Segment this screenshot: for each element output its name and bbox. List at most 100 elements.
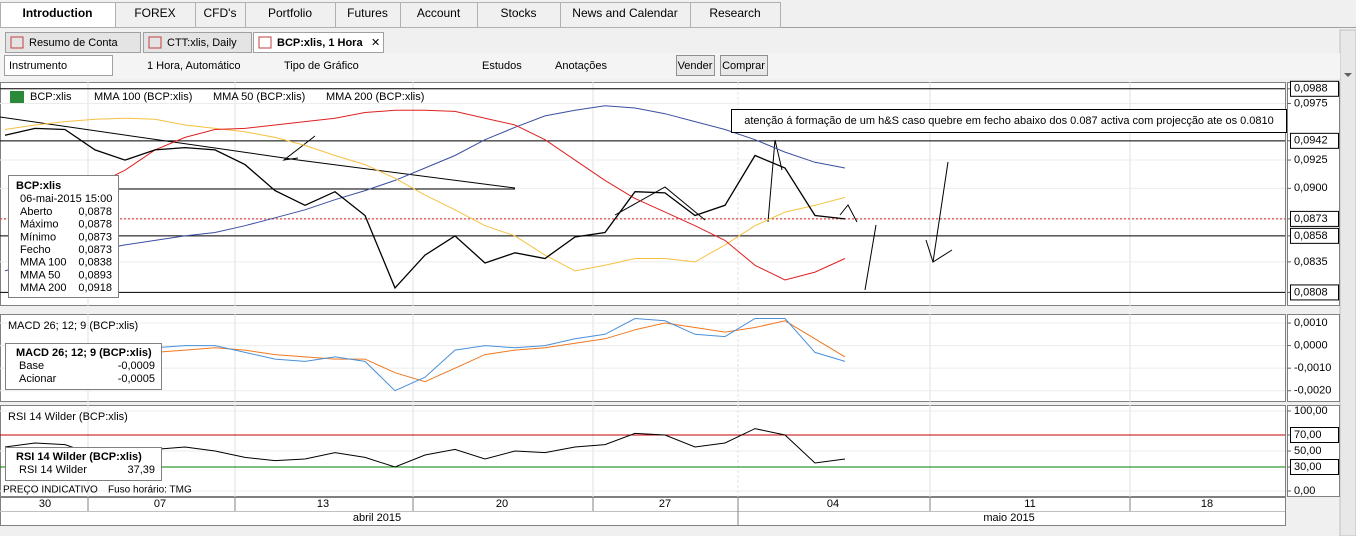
scrollbar[interactable]	[1339, 29, 1356, 536]
series-line	[4, 105, 846, 272]
tab[interactable]	[245, 2, 336, 28]
doc-tab-icon	[148, 36, 162, 49]
y-tick-label: 0,0808	[1294, 286, 1328, 298]
x-tick-label: 07	[154, 498, 166, 510]
y-tick-label: 70,00	[1294, 429, 1322, 441]
doc-tab-icon	[258, 36, 272, 49]
series-line	[4, 127, 846, 290]
tab-label[interactable]: News and Calendar	[572, 6, 677, 20]
annotation-text: atenção á formação de um h&S caso quebre…	[744, 115, 1274, 127]
instrument-input[interactable]	[4, 55, 113, 76]
legend-entry[interactable]: MMA 50 (BCP:xlis)	[213, 91, 305, 103]
tick-box	[1290, 132, 1339, 149]
annotation-box	[731, 109, 1287, 133]
trade-button-label[interactable]: Vender	[678, 60, 713, 72]
toolbar-button[interactable]: Tipo de Gráfico	[284, 60, 359, 72]
y-tick-label: 0,0900	[1294, 182, 1328, 194]
pattern-line	[614, 186, 706, 221]
series-line	[4, 117, 846, 272]
tab[interactable]	[115, 2, 196, 28]
info-box	[5, 343, 162, 390]
legend-entry[interactable]: MMA 100 (BCP:xlis)	[94, 91, 192, 103]
toolbar-button[interactable]: 1 Hora, Automático	[147, 60, 241, 72]
doc-tab[interactable]	[5, 32, 141, 53]
tab-label[interactable]: Futures	[347, 6, 388, 20]
arrow	[925, 239, 934, 263]
info-label: RSI 14 Wilder	[19, 464, 87, 476]
tab[interactable]	[400, 2, 478, 28]
tab[interactable]	[690, 2, 781, 28]
tick-box	[1290, 227, 1339, 244]
info-label: MMA 200	[20, 282, 66, 294]
month-label: maio 2015	[983, 512, 1034, 524]
legend-entry[interactable]: MMA 200 (BCP:xlis)	[326, 91, 424, 103]
trade-button[interactable]	[720, 55, 768, 76]
tab[interactable]	[335, 2, 401, 28]
tab-label[interactable]: Research	[709, 6, 760, 20]
tab-label[interactable]: Account	[417, 6, 461, 20]
panel-title[interactable]: MACD 26; 12; 9 (BCP:xlis)	[8, 320, 138, 332]
y-tick-label: 0,0975	[1294, 97, 1328, 109]
doc-tab-label[interactable]: CTT:xlis, Daily	[167, 37, 237, 49]
y-tick-label: 0,0858	[1294, 230, 1328, 242]
series-line	[94, 109, 846, 281]
trade-button[interactable]	[676, 55, 715, 76]
price-axis	[1287, 405, 1340, 497]
info-value: 0,0838	[78, 257, 112, 269]
y-tick-label: -0,0010	[1294, 362, 1331, 374]
tab[interactable]	[477, 2, 561, 28]
info-box	[5, 447, 162, 481]
x-tick-label: 18	[1201, 498, 1213, 510]
info-label: Base	[19, 360, 44, 372]
doc-tab-label[interactable]: BCP:xlis, 1 Hora	[277, 37, 363, 49]
doc-tab[interactable]	[143, 32, 252, 53]
trade-button-label[interactable]: Comprar	[722, 60, 765, 72]
pattern-line	[767, 139, 783, 223]
drawn-annotations	[0, 116, 953, 291]
y-tick-label: 0,0835	[1294, 256, 1328, 268]
tab-label[interactable]: Introduction	[23, 6, 93, 20]
doc-tab-label[interactable]: Resumo de Conta	[29, 37, 119, 49]
info-box	[8, 175, 119, 298]
y-tick-label: -0,0020	[1294, 385, 1331, 397]
tick-box	[1290, 459, 1339, 475]
scroll-arrow[interactable]	[1344, 73, 1352, 77]
info-value: 0,0873	[78, 231, 112, 243]
tab-label[interactable]: Stocks	[500, 6, 536, 20]
tab[interactable]	[560, 2, 691, 28]
y-tick-label: 0,0942	[1294, 135, 1328, 147]
tick-box	[1290, 80, 1339, 97]
close-tab[interactable]: ✕	[371, 37, 380, 49]
info-title: RSI 14 Wilder (BCP:xlis)	[16, 451, 142, 463]
timezone: Fuso horário: TMG	[108, 485, 192, 496]
toolbar	[0, 53, 1340, 79]
info-title: MACD 26; 12; 9 (BCP:xlis)	[16, 347, 152, 359]
toolbar-button[interactable]: Estudos	[482, 60, 522, 72]
tab-label[interactable]: FOREX	[134, 6, 175, 20]
x-tick-label: 27	[659, 498, 671, 510]
x-tick-label: 20	[496, 498, 508, 510]
legend-entry[interactable]: BCP:xlis	[30, 91, 72, 103]
info-label: Mínimo	[20, 231, 56, 243]
pattern-line	[839, 204, 858, 223]
instrument-placeholder[interactable]: Instrumento	[9, 60, 67, 72]
toolbar-button[interactable]: Anotações	[555, 60, 607, 72]
x-tick-label: 13	[317, 498, 329, 510]
y-tick-label: 30,00	[1294, 461, 1322, 473]
price-axis	[1287, 314, 1340, 402]
tick-box	[1290, 427, 1339, 443]
panel-title[interactable]: RSI 14 Wilder (BCP:xlis)	[8, 411, 128, 423]
pattern-line	[864, 224, 877, 291]
x-tick-label: 11	[1024, 498, 1035, 510]
trendline	[297, 159, 516, 189]
price-axis	[1287, 82, 1340, 306]
x-tick-label: 30	[39, 498, 51, 510]
tab-label[interactable]: CFD's	[204, 6, 237, 20]
tab-label[interactable]: Portfolio	[268, 6, 312, 20]
doc-tab[interactable]	[253, 32, 384, 53]
info-value: 37,39	[127, 464, 155, 476]
tab[interactable]	[195, 2, 246, 28]
price-note: PREÇO INDICATIVO	[3, 485, 98, 496]
tab[interactable]	[0, 2, 116, 28]
